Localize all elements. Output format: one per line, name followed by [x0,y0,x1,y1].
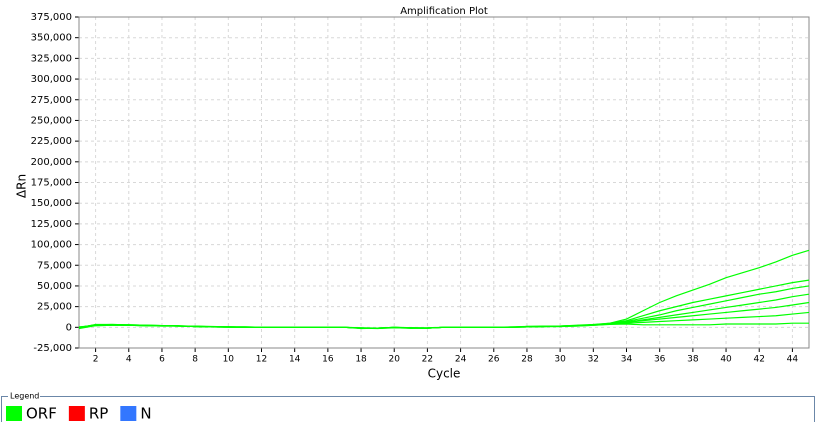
y-tick-label: 200,000 [31,157,72,168]
y-tick-label: -25,000 [33,343,72,354]
x-tick-label: 40 [720,355,732,365]
y-tick-label: 150,000 [31,198,72,209]
x-tick-label: 24 [455,355,467,365]
x-tick-label: 32 [588,355,599,365]
x-tick-label: 34 [621,355,633,365]
legend-label: N [140,405,151,422]
plot-frame [78,16,810,349]
y-tick-label: 0 [66,322,72,333]
y-tick-label: 225,000 [31,136,72,147]
x-tick-label: 26 [488,355,500,365]
y-tick-label: 25,000 [37,302,72,313]
x-tick-label: 18 [355,355,367,365]
y-tick-label: 300,000 [31,74,72,85]
chart-title: Amplification Plot [400,6,488,17]
x-tick-label: 38 [687,355,699,365]
y-axis-label: ΔRn [15,174,29,198]
y-tick-label: 250,000 [31,115,72,126]
x-tick-label: 30 [554,355,566,365]
x-axis-label: Cycle [428,367,461,381]
legend-title-bg [8,391,40,401]
y-tick-label: 175,000 [31,178,72,189]
y-tick-label: 75,000 [37,260,72,271]
x-tick-label: 20 [389,355,401,365]
x-tick-label: 28 [521,355,533,365]
x-tick-label: 10 [223,355,235,365]
x-tick-label: 44 [787,355,799,365]
legend-box [1,396,815,422]
y-tick-label: 375,000 [31,12,72,23]
x-tick-label: 16 [322,355,334,365]
x-tick-label: 2 [93,355,99,365]
legend-title: Legend [10,392,39,401]
y-tick-label: 50,000 [37,281,72,292]
y-tick-label: 275,000 [31,95,72,106]
x-tick-label: 8 [192,355,198,365]
legend-swatch [120,406,137,421]
y-tick-label: 125,000 [31,219,72,230]
y-tick-label: 100,000 [31,240,72,251]
legend-swatch [68,406,85,421]
legend-label: ORF [26,405,57,422]
x-tick-label: 36 [654,355,666,365]
y-tick-label: 350,000 [31,33,72,44]
x-tick-label: 22 [422,355,433,365]
amplification-curve [78,322,809,330]
x-tick-label: 6 [159,355,165,365]
x-tick-label: 42 [754,355,765,365]
y-tick-label: 325,000 [31,53,72,64]
x-tick-label: 4 [126,355,132,365]
x-tick-label: 12 [256,355,267,365]
legend-swatch [6,406,22,421]
legend-label: RP [89,405,108,422]
x-tick-label: 14 [289,355,301,365]
